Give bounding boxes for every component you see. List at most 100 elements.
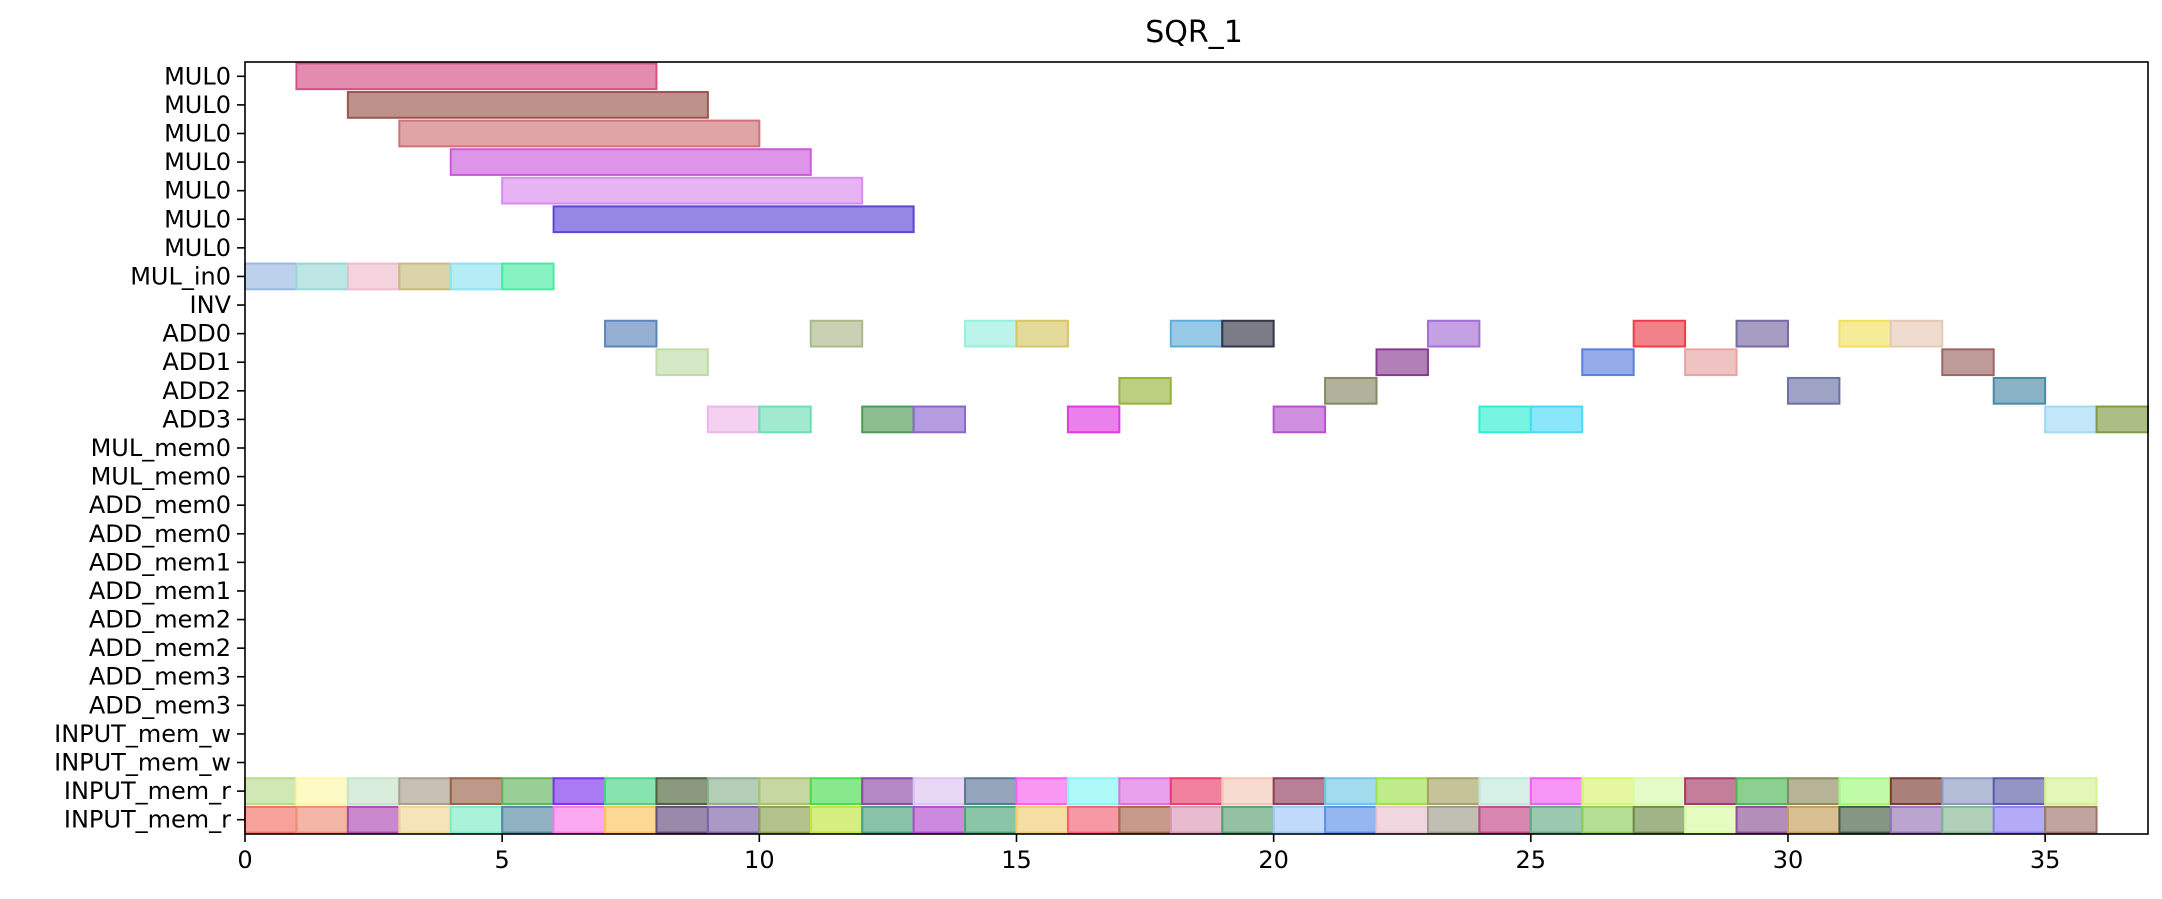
- gantt-bar-65: [1426, 777, 1481, 805]
- gantt-bar-42: [244, 777, 298, 805]
- gantt-bar-71: [1735, 777, 1789, 805]
- gantt-bar-2: [398, 119, 761, 148]
- gantt-bar-25: [1581, 348, 1635, 377]
- y-tick-label-19: ADD_mem2: [89, 606, 231, 634]
- gantt-bar-12: [604, 319, 658, 348]
- gantt-bar-34: [861, 405, 915, 434]
- y-tick-label-8: INV: [190, 291, 232, 319]
- gantt-bar-50: [655, 777, 709, 805]
- gantt-bar-95: [1118, 805, 1172, 834]
- gantt-bar-94: [1066, 805, 1121, 834]
- gantt-bar-104: [1581, 805, 1635, 834]
- y-tick-label-26: INPUT_mem_r: [64, 806, 231, 834]
- gantt-bar-100: [1375, 805, 1429, 834]
- gantt-bar-80: [346, 805, 401, 834]
- gantt-bar-88: [758, 805, 812, 834]
- y-tick-label-10: ADD1: [162, 348, 231, 376]
- gantt-bar-92: [964, 805, 1018, 834]
- y-tick-label-23: INPUT_mem_w: [54, 720, 231, 748]
- gantt-bar-54: [861, 777, 915, 805]
- gantt-bar-5: [552, 205, 915, 234]
- gantt-bar-45: [398, 777, 452, 805]
- x-tick-label-0: 0: [237, 846, 252, 874]
- gantt-bar-75: [1941, 777, 1995, 805]
- gantt-bar-93: [1015, 805, 1069, 834]
- gantt-bar-29: [1324, 376, 1378, 405]
- gantt-bar-37: [1272, 405, 1327, 434]
- gantt-bar-89: [809, 805, 864, 834]
- gantt-bar-16: [1169, 319, 1224, 348]
- y-tick-label-11: ADD2: [162, 377, 231, 405]
- gantt-bar-98: [1272, 805, 1327, 834]
- gantt-bar-3: [449, 148, 812, 176]
- gantt-bar-48: [552, 777, 607, 805]
- gantt-bar-110: [1889, 805, 1944, 834]
- gantt-bar-24: [1375, 348, 1429, 377]
- gantt-bar-32: [706, 405, 761, 434]
- gantt-bar-97: [1221, 805, 1275, 834]
- gantt-bar-90: [861, 805, 915, 834]
- plot-frame: [244, 61, 2149, 835]
- gantt-bar-101: [1426, 805, 1481, 834]
- gantt-bar-105: [1632, 805, 1687, 834]
- gantt-bar-20: [1735, 319, 1789, 348]
- gantt-bar-60: [1169, 777, 1224, 805]
- gantt-bar-61: [1221, 777, 1275, 805]
- x-tick-label-3: 15: [1001, 846, 1032, 874]
- gantt-bar-28: [1118, 376, 1172, 405]
- x-tick-label-4: 20: [1258, 846, 1289, 874]
- gantt-bar-58: [1066, 777, 1121, 805]
- x-axis: 0 5 10 15 20 25 30 35: [237, 834, 2060, 874]
- gantt-bar-67: [1529, 777, 1584, 805]
- gantt-bar-78: [244, 805, 298, 834]
- y-tick-label-14: MUL_mem0: [91, 463, 231, 491]
- x-tick-label-5: 25: [1516, 846, 1547, 874]
- gantt-bar-57: [1015, 777, 1069, 805]
- gantt-bar-52: [758, 777, 812, 805]
- gantt-bar-19: [1632, 319, 1687, 348]
- y-tick-label-9: ADD0: [162, 320, 231, 348]
- gantt-bar-43: [295, 777, 349, 805]
- gantt-bar-107: [1735, 805, 1789, 834]
- y-tick-label-21: ADD_mem3: [89, 663, 231, 691]
- y-tick-label-3: MUL0: [164, 148, 231, 176]
- gantt-bar-91: [912, 805, 967, 834]
- gantt-bar-18: [1426, 319, 1481, 348]
- gantt-bar-63: [1324, 777, 1378, 805]
- gantt-bar-36: [1066, 405, 1121, 434]
- gantt-bar-103: [1529, 805, 1584, 834]
- y-tick-label-20: ADD_mem2: [89, 634, 231, 662]
- gantt-bar-41: [2095, 405, 2150, 434]
- gantt-bar-74: [1889, 777, 1944, 805]
- y-tick-label-15: ADD_mem0: [89, 491, 231, 519]
- gantt-bar-8: [346, 262, 401, 291]
- gantt-bar-99: [1324, 805, 1378, 834]
- gantt-bar-0: [295, 62, 658, 91]
- gantt-bar-47: [501, 777, 555, 805]
- gantt-bar-14: [964, 319, 1018, 348]
- y-tick-label-16: ADD_mem0: [89, 520, 231, 548]
- gantt-bar-13: [809, 319, 864, 348]
- gantt-bar-44: [346, 777, 401, 805]
- gantt-bar-113: [2044, 805, 2098, 834]
- gantt-bar-106: [1684, 805, 1738, 834]
- gantt-bar-77: [2044, 777, 2098, 805]
- gantt-bar-55: [912, 777, 967, 805]
- y-tick-label-1: MUL0: [164, 91, 231, 119]
- gantt-bar-72: [1786, 777, 1841, 805]
- y-tick-label-4: MUL0: [164, 177, 231, 205]
- gantt-bar-35: [912, 405, 967, 434]
- y-tick-label-22: ADD_mem3: [89, 691, 231, 719]
- gantt-bar-69: [1632, 777, 1687, 805]
- x-tick-label-2: 10: [744, 846, 775, 874]
- gantt-bar-51: [706, 777, 761, 805]
- gantt-bar-111: [1941, 805, 1995, 834]
- gantt-bar-56: [964, 777, 1018, 805]
- gantt-bar-68: [1581, 777, 1635, 805]
- y-tick-label-13: MUL_mem0: [91, 434, 231, 462]
- y-tick-label-0: MUL0: [164, 62, 231, 90]
- y-tick-label-17: ADD_mem1: [89, 548, 231, 576]
- gantt-bar-87: [706, 805, 761, 834]
- gantt-bar-70: [1684, 777, 1738, 805]
- gantt-bar-84: [552, 805, 607, 834]
